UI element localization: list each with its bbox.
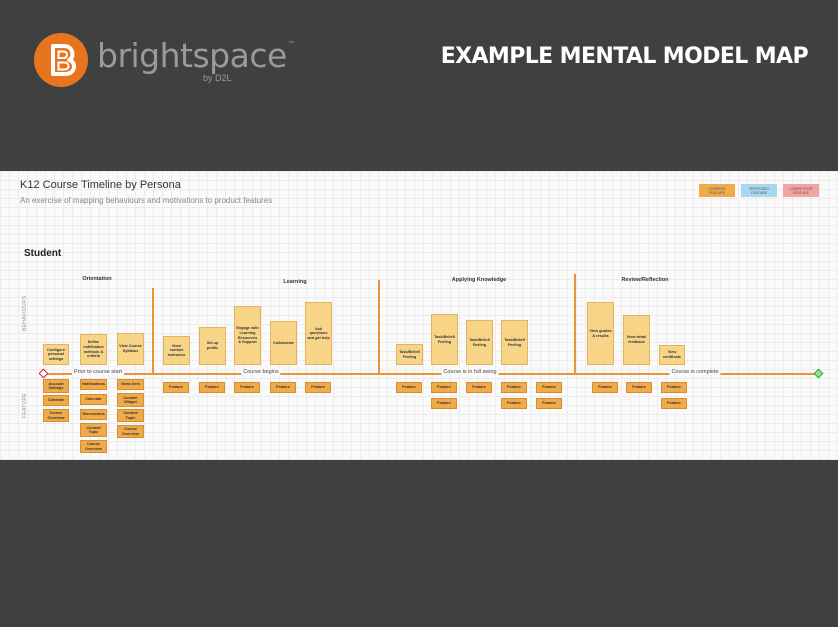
phase-divider xyxy=(152,288,154,374)
phase-learning: Learning xyxy=(283,279,307,285)
behaviour-card: Engage with Learning Resources & Support xyxy=(234,306,261,365)
timeline-end-marker xyxy=(813,368,824,379)
behaviour-card: View grades & results xyxy=(587,302,614,365)
feature-card: Calendar xyxy=(43,395,69,406)
slide-title: EXAMPLE MENTAL MODEL MAP xyxy=(440,44,809,69)
feature-card: Course Overview xyxy=(117,425,144,438)
timeline-start-marker xyxy=(38,368,49,379)
row-label-feature: FEATURE xyxy=(22,392,28,418)
legend-proposed-feature: PROPOSED FEATURE xyxy=(741,184,777,197)
behaviour-card: Configure personal settings xyxy=(43,344,69,365)
behaviour-card: Define notification methods & criteria xyxy=(80,334,107,365)
legend-competitor-feature: COMPETITOR FEATURE xyxy=(783,184,819,197)
timeline-axis xyxy=(44,373,819,375)
legend-current-feature: CURRENT FEATURE xyxy=(699,184,735,197)
feature-card: Course Overview xyxy=(80,440,107,453)
feature-card: Feature xyxy=(661,382,687,393)
feature-card: Feature xyxy=(163,382,189,393)
behaviour-card: Collaborate xyxy=(270,321,297,365)
behaviour-card: Task/Belief/ Feeling xyxy=(466,320,493,365)
logo-wordmark: brightspace™ xyxy=(97,36,296,75)
feature-card: Calendar xyxy=(80,394,107,405)
feature-card: Feature xyxy=(536,382,562,393)
behaviour-card: Task/Belief/ Feeling xyxy=(431,314,458,365)
row-label-behaviours: BEHAVIOURS xyxy=(22,295,28,331)
feature-card: Feature xyxy=(626,382,652,393)
feature-card: Feature xyxy=(396,382,422,393)
feature-card: Feature xyxy=(270,382,296,393)
behaviour-card: View detail feedback xyxy=(623,315,650,365)
phase-review-reflection: Review/Reflection xyxy=(621,277,669,283)
feature-card: Feature xyxy=(501,382,527,393)
behaviour-card: Ask questions and get help xyxy=(305,302,332,365)
milestone-course-begins: Course begins xyxy=(241,369,281,375)
feature-card: Course Overview xyxy=(43,409,69,422)
phase-orientation: Orientation xyxy=(82,276,112,282)
feature-card: Content Topic xyxy=(80,423,107,437)
milestone-prior-to-start: Prior to course start xyxy=(72,369,124,375)
panel-subtitle: An exercise of mapping behaviours and mo… xyxy=(20,196,273,205)
persona-label: Student xyxy=(24,248,62,259)
panel-title: K12 Course Timeline by Persona xyxy=(20,179,181,191)
milestone-full-swing: Course is in full swing xyxy=(441,369,499,375)
feature-card: Feature xyxy=(501,398,527,409)
phase-divider xyxy=(378,280,380,374)
phase-applying-knowledge: Applying Knowledge xyxy=(451,277,507,283)
feature-card: Feature xyxy=(431,382,457,393)
feature-card: Feature xyxy=(234,382,260,393)
feature-card: Feature xyxy=(592,382,618,393)
logo-byline: by D2L xyxy=(203,73,232,83)
feature-card: Feature xyxy=(199,382,225,393)
feature-card: Notifications xyxy=(80,379,107,390)
feature-card: Feature xyxy=(466,382,492,393)
mental-model-panel: K12 Course Timeline by Persona An exerci… xyxy=(0,171,838,460)
feature-card: Account Settings xyxy=(43,379,69,393)
feature-card: News Item xyxy=(117,379,144,390)
feature-card: Feature xyxy=(431,398,457,409)
behaviour-card: View Course Syllabus xyxy=(117,333,144,365)
behaviour-card: Task/Belief/ Feeling xyxy=(396,344,423,365)
feature-card: Feature xyxy=(305,382,331,393)
phase-divider xyxy=(574,274,576,374)
feature-card: Discussions xyxy=(80,409,107,420)
feature-card: Custom Widget xyxy=(117,393,144,407)
behaviour-card: View certificate xyxy=(659,345,685,365)
brightspace-logo-icon xyxy=(34,33,88,87)
feature-card: Feature xyxy=(661,398,687,409)
behaviour-card: Set up profile xyxy=(199,327,226,365)
behaviour-card: Task/Belief/ Feeling xyxy=(501,320,528,365)
milestone-course-complete: Course is complete xyxy=(669,369,721,375)
behaviour-card: View/ contact instructor xyxy=(163,336,190,365)
feature-card: Feature xyxy=(536,398,562,409)
feature-card: Content Topic xyxy=(117,409,144,422)
